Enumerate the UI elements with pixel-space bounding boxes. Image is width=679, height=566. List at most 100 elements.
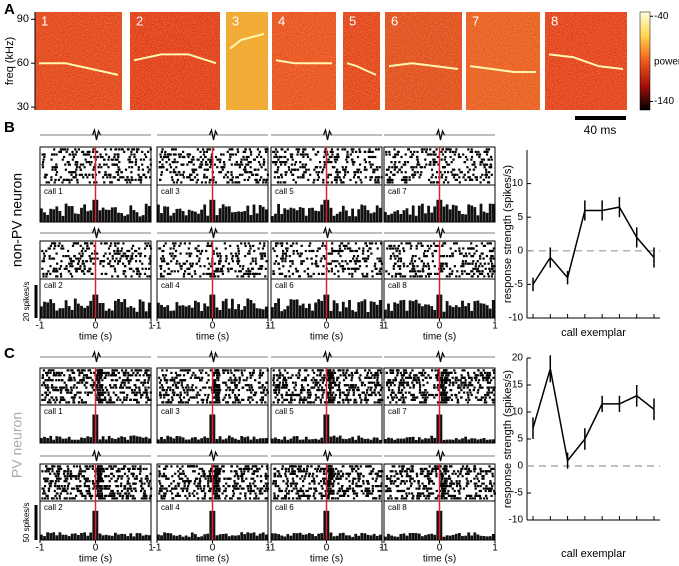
colorbar-label: power(dB) bbox=[654, 57, 679, 68]
spike bbox=[89, 268, 91, 270]
spike bbox=[279, 382, 281, 384]
spike bbox=[53, 242, 55, 244]
spike bbox=[181, 384, 183, 386]
spike bbox=[132, 475, 134, 477]
spike bbox=[173, 171, 175, 173]
spike bbox=[308, 169, 310, 171]
spike bbox=[163, 389, 165, 391]
spike bbox=[46, 468, 48, 470]
spike bbox=[465, 253, 467, 255]
spike bbox=[253, 369, 255, 371]
spike bbox=[332, 260, 334, 262]
spike bbox=[376, 166, 378, 168]
spike bbox=[370, 387, 372, 389]
spike bbox=[412, 379, 414, 381]
spike bbox=[307, 392, 309, 394]
spike bbox=[188, 268, 190, 270]
spike bbox=[257, 148, 259, 150]
spike bbox=[146, 475, 148, 477]
psth-bar bbox=[169, 216, 172, 222]
psth-bar bbox=[305, 437, 308, 443]
spike bbox=[83, 263, 85, 265]
spike bbox=[172, 399, 174, 401]
spike bbox=[411, 260, 413, 262]
spike bbox=[100, 166, 102, 168]
spike bbox=[455, 148, 457, 150]
spike bbox=[42, 275, 44, 277]
spike bbox=[166, 389, 168, 391]
spike bbox=[294, 164, 296, 166]
spike bbox=[317, 174, 319, 176]
spike bbox=[223, 166, 225, 168]
spike bbox=[61, 372, 63, 374]
spike bbox=[85, 401, 87, 403]
spike bbox=[454, 153, 456, 155]
psth-bar bbox=[65, 439, 68, 444]
psth-bar bbox=[49, 209, 52, 222]
spike bbox=[254, 392, 256, 394]
spike bbox=[486, 174, 488, 176]
spike bbox=[455, 382, 457, 384]
raster bbox=[272, 242, 383, 277]
spike bbox=[455, 396, 457, 398]
spike bbox=[443, 255, 445, 257]
psth-bar bbox=[179, 436, 182, 443]
spike bbox=[272, 151, 274, 153]
spike bbox=[120, 392, 122, 394]
spike bbox=[299, 166, 301, 168]
spike bbox=[198, 258, 200, 260]
spike bbox=[195, 387, 197, 389]
spike bbox=[225, 260, 227, 262]
spike bbox=[286, 242, 288, 244]
spike bbox=[447, 171, 449, 173]
psth-bar bbox=[68, 206, 71, 222]
spike bbox=[41, 394, 43, 396]
spike bbox=[240, 161, 242, 163]
spike bbox=[258, 247, 260, 249]
spike bbox=[467, 374, 469, 376]
spike bbox=[63, 473, 65, 475]
spike bbox=[108, 263, 110, 265]
spike bbox=[222, 382, 224, 384]
spike bbox=[67, 465, 69, 467]
spike bbox=[322, 242, 324, 244]
psth-bar bbox=[246, 299, 249, 319]
spike bbox=[209, 401, 211, 403]
spike bbox=[117, 153, 119, 155]
spike bbox=[444, 166, 446, 168]
spectrogram-label: 1 bbox=[41, 13, 48, 28]
spike bbox=[71, 275, 73, 277]
spike bbox=[306, 153, 308, 155]
raster bbox=[42, 148, 152, 183]
psth-bar bbox=[421, 204, 424, 222]
spike bbox=[230, 379, 232, 381]
spike bbox=[376, 379, 378, 381]
spike bbox=[491, 159, 493, 161]
spike bbox=[208, 263, 210, 265]
spike bbox=[471, 394, 473, 396]
spike bbox=[265, 394, 267, 396]
spike bbox=[399, 253, 401, 255]
spike bbox=[462, 265, 464, 267]
spike bbox=[129, 181, 131, 183]
spike bbox=[125, 399, 127, 401]
spike bbox=[89, 151, 91, 153]
spike bbox=[482, 253, 484, 255]
spike bbox=[115, 374, 117, 376]
spike bbox=[54, 166, 56, 168]
psth-bar bbox=[77, 214, 80, 222]
spike bbox=[201, 181, 203, 183]
spike bbox=[234, 181, 236, 183]
spike bbox=[234, 270, 236, 272]
spike bbox=[80, 490, 82, 492]
spike bbox=[467, 176, 469, 178]
psth-bar bbox=[176, 436, 179, 443]
spike bbox=[229, 159, 231, 161]
psth-bar bbox=[89, 437, 92, 443]
spike bbox=[312, 382, 314, 384]
spike bbox=[86, 161, 88, 163]
spike bbox=[486, 148, 488, 150]
spike bbox=[238, 389, 240, 391]
spike bbox=[492, 369, 494, 371]
spike bbox=[244, 179, 246, 181]
